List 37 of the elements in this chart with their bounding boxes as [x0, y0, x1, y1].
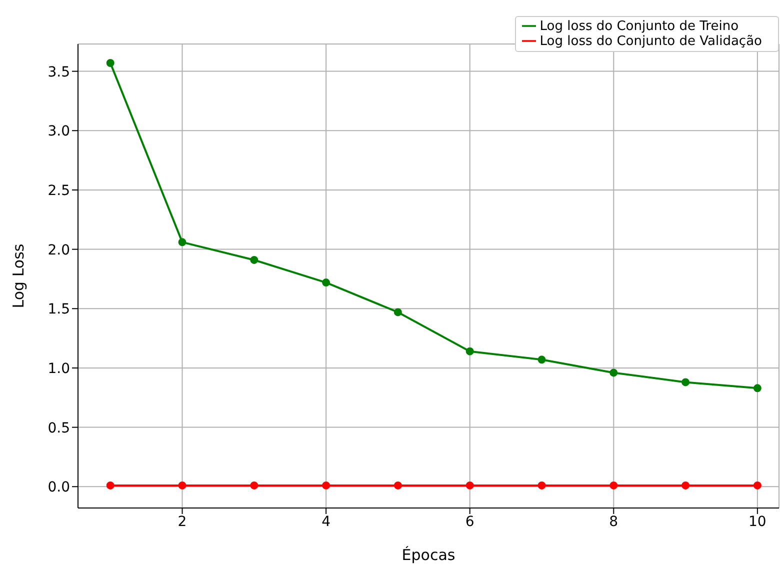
- point: [682, 378, 690, 386]
- point: [610, 368, 618, 377]
- point: [322, 481, 330, 490]
- point: [250, 256, 258, 264]
- y-tick-label: 3.0: [48, 124, 70, 140]
- y-tick-label: 3.5: [48, 64, 70, 80]
- point: [178, 238, 186, 246]
- x-axis-title: Épocas: [402, 546, 456, 564]
- point: [682, 481, 690, 490]
- y-tick-label: 2.0: [48, 242, 70, 258]
- point: [753, 481, 762, 490]
- legend-label: Log loss do Conjunto de Treino: [540, 19, 739, 34]
- y-tick-label: 0.0: [48, 480, 70, 496]
- point: [538, 481, 546, 490]
- y-tick-label: 1.0: [48, 360, 70, 377]
- point: [466, 481, 474, 490]
- point: [538, 356, 546, 364]
- point: [106, 481, 114, 490]
- y-tick-label: 0.5: [48, 420, 70, 436]
- x-tick-label: 8: [609, 514, 618, 530]
- x-tick-label: 4: [322, 514, 331, 530]
- legend-label: Log loss do Conjunto de Validação: [540, 34, 762, 49]
- point: [610, 481, 618, 490]
- point: [322, 278, 330, 287]
- x-tick-label: 6: [465, 514, 474, 530]
- point: [250, 481, 258, 490]
- point: [178, 481, 186, 490]
- y-tick-label: 2.5: [48, 182, 70, 199]
- x-tick-label: 2: [178, 514, 187, 530]
- y-tick-label: 1.5: [48, 302, 70, 318]
- point: [394, 308, 402, 316]
- point: [106, 58, 114, 67]
- x-tick-label: 10: [748, 514, 766, 530]
- point: [753, 384, 762, 392]
- point: [466, 347, 474, 356]
- point: [394, 481, 402, 490]
- y-axis-title: Log Loss: [9, 244, 28, 308]
